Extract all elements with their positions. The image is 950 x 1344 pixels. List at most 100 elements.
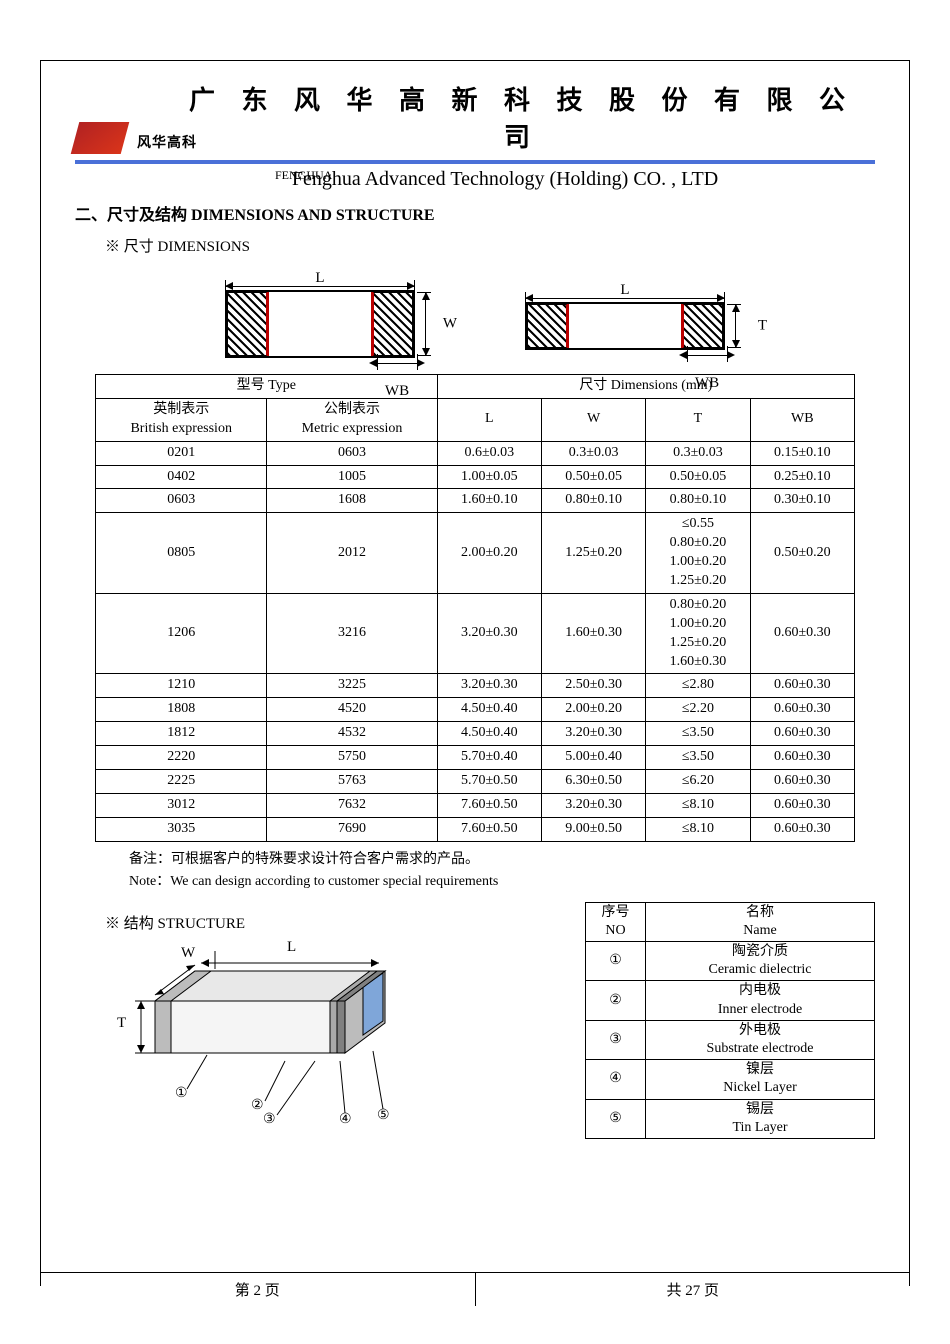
th-metric-en: Metric expression <box>273 420 430 439</box>
table-cell: 1005 <box>267 465 437 489</box>
table-cell: 1608 <box>267 489 437 513</box>
struct-no: ④ <box>586 1060 646 1099</box>
struct-no: ① <box>586 942 646 981</box>
table-cell: 1.25±0.20 <box>541 513 645 594</box>
sth-no: 序号 NO <box>586 902 646 941</box>
callout-3: ③ <box>263 1111 276 1128</box>
table-cell: 5.70±0.50 <box>437 770 541 794</box>
table-cell: ≤8.10 <box>646 817 750 841</box>
struct-name: 镍层Nickel Layer <box>646 1060 875 1099</box>
table-cell: 2220 <box>96 746 267 770</box>
table-row: 060316081.60±0.100.80±0.100.80±0.100.30±… <box>96 489 855 513</box>
table-cell: 0.60±0.30 <box>750 698 854 722</box>
table-cell: 5750 <box>267 746 437 770</box>
struct-L-label: L <box>287 939 296 956</box>
content: 风华高科 广 东 风 华 高 新 科 技 股 份 有 限 公 司 FENGHUA… <box>50 60 900 1151</box>
struct-no: ⑤ <box>586 1099 646 1138</box>
table-cell: 0.50±0.05 <box>646 465 750 489</box>
header: 风华高科 广 东 风 华 高 新 科 技 股 份 有 限 公 司 <box>75 80 875 154</box>
table-cell: 7.60±0.50 <box>437 793 541 817</box>
table-cell: 3035 <box>96 817 267 841</box>
diagram-side-view: L T <box>525 302 725 358</box>
company-title-en: Fenghua Advanced Technology (Holding) CO… <box>292 168 718 191</box>
dimensions-table: 型号 Type 尺寸 Dimensions (mm) 英制表示 British … <box>95 374 855 842</box>
struct-name: 陶瓷介质Ceramic dielectric <box>646 942 875 981</box>
dim-T-label: T <box>758 318 767 335</box>
table-row: 222057505.70±0.405.00±0.40≤3.500.60±0.30 <box>96 746 855 770</box>
dim-T: T <box>727 304 761 348</box>
struct-W-label: W <box>181 945 195 962</box>
footer-page-total: 共 27 页 <box>476 1273 911 1306</box>
structure-label: ※ 结构 STRUCTURE <box>105 912 545 933</box>
callout-1: ① <box>175 1085 188 1102</box>
subheader: FENGHUA Fenghua Advanced Technology (Hol… <box>75 168 875 191</box>
struct-name: 锡层Tin Layer <box>646 1099 875 1138</box>
table-cell: 2.00±0.20 <box>437 513 541 594</box>
dim-L-label: L <box>225 270 415 287</box>
table-cell: 0603 <box>96 489 267 513</box>
fenghua-label: FENGHUA <box>275 168 332 183</box>
table-cell: 1.00±0.05 <box>437 465 541 489</box>
table-cell: 5763 <box>267 770 437 794</box>
th-W: W <box>541 398 645 441</box>
table-cell: 9.00±0.50 <box>541 817 645 841</box>
th-WB: WB <box>750 398 854 441</box>
table-row: 181245324.50±0.403.20±0.30≤3.500.60±0.30 <box>96 722 855 746</box>
table-row: 121032253.20±0.302.50±0.30≤2.800.60±0.30 <box>96 674 855 698</box>
table-cell: 0.80±0.20 1.00±0.20 1.25±0.20 1.60±0.30 <box>646 593 750 674</box>
dim-WB-label-1: WB <box>357 383 437 400</box>
table-cell: 3.20±0.30 <box>437 674 541 698</box>
table-cell: 1812 <box>96 722 267 746</box>
table-cell: 0.50±0.20 <box>750 513 854 594</box>
chip-side: T WB <box>525 302 725 350</box>
table-cell: 6.30±0.50 <box>541 770 645 794</box>
table-cell: 0.15±0.10 <box>750 441 854 465</box>
dimensions-label: ※ 尺寸 DIMENSIONS <box>105 235 875 256</box>
table-cell: 0.60±0.30 <box>750 817 854 841</box>
table-row: 301276327.60±0.503.20±0.30≤8.100.60±0.30 <box>96 793 855 817</box>
dim-W: W <box>417 292 451 356</box>
th-british: 英制表示 British expression <box>96 398 267 441</box>
table-cell: 0.30±0.10 <box>750 489 854 513</box>
table-cell: 4520 <box>267 698 437 722</box>
table-cell: 0603 <box>267 441 437 465</box>
table-cell: 7632 <box>267 793 437 817</box>
table-cell: 3.20±0.30 <box>541 722 645 746</box>
note-en: Note：We can design according to customer… <box>129 870 875 890</box>
table-cell: ≤2.80 <box>646 674 750 698</box>
table-cell: 2.50±0.30 <box>541 674 645 698</box>
table-cell: 0.60±0.30 <box>750 793 854 817</box>
table-cell: 1210 <box>96 674 267 698</box>
table-cell: 0.60±0.30 <box>750 593 854 674</box>
table-cell: 0.80±0.10 <box>646 489 750 513</box>
struct-no: ② <box>586 981 646 1020</box>
callout-4: ④ <box>339 1111 352 1128</box>
table-cell: 0.60±0.30 <box>750 746 854 770</box>
footer-page-current: 第 2 页 <box>40 1273 476 1306</box>
dim-WB-label-2: WB <box>667 375 747 392</box>
dimensions-table-wrap: 型号 Type 尺寸 Dimensions (mm) 英制表示 British … <box>75 374 875 842</box>
sth-name-en: Name <box>650 922 870 940</box>
note-cn: 备注：可根据客户的特殊要求设计符合客户需求的产品。 <box>129 848 875 868</box>
sth-no-cn: 序号 <box>590 904 641 922</box>
table-cell: 0805 <box>96 513 267 594</box>
dim-WB: WB <box>227 360 413 400</box>
table-cell: 3225 <box>267 674 437 698</box>
structure-diagram: W L T ① ② ③ ④ ⑤ <box>115 951 435 1141</box>
table-cell: ≤0.55 0.80±0.20 1.00±0.20 1.25±0.20 <box>646 513 750 594</box>
sth-no-en: NO <box>590 922 641 940</box>
th-british-cn: 英制表示 <box>102 401 260 420</box>
table-row: 120632163.20±0.301.60±0.300.80±0.20 1.00… <box>96 593 855 674</box>
structure-table-wrap: 序号 NO 名称 Name ①陶瓷介质Ceramic dielectric②内电… <box>585 902 875 1139</box>
table-cell: 4.50±0.40 <box>437 698 541 722</box>
table-cell: 0.80±0.10 <box>541 489 645 513</box>
th-british-en: British expression <box>102 420 260 439</box>
table-cell: 5.70±0.40 <box>437 746 541 770</box>
table-cell: 1206 <box>96 593 267 674</box>
table-cell: 0.3±0.03 <box>646 441 750 465</box>
page-footer: 第 2 页 共 27 页 <box>40 1272 910 1306</box>
page: 风华高科 广 东 风 华 高 新 科 技 股 份 有 限 公 司 FENGHUA… <box>0 0 950 1344</box>
table-cell: ≤6.20 <box>646 770 750 794</box>
table-row: ③外电极Substrate electrode <box>586 1020 875 1059</box>
table-cell: 0201 <box>96 441 267 465</box>
